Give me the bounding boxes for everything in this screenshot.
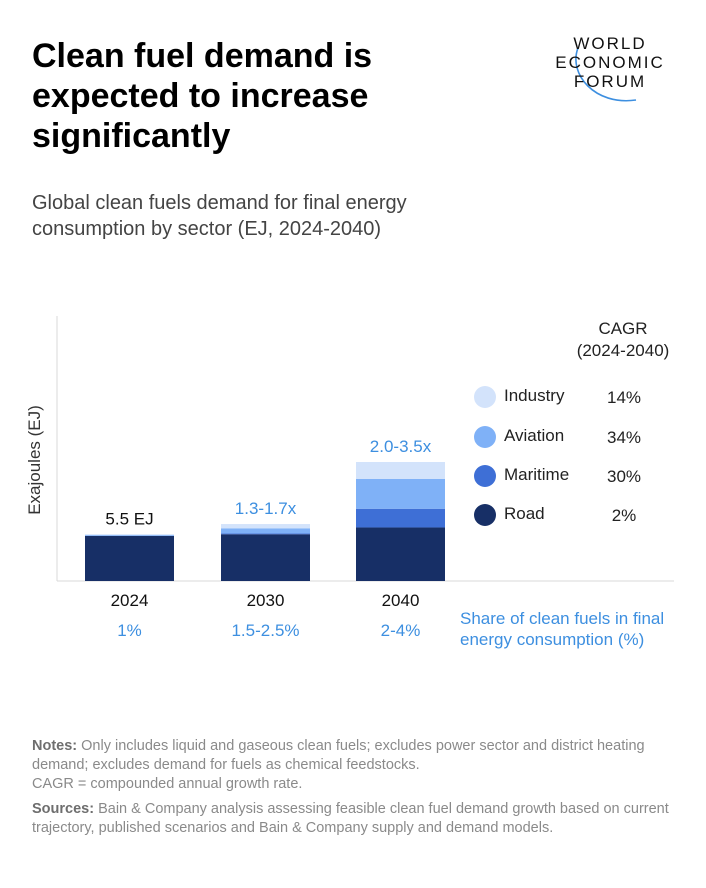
legend-label-industry: Industry <box>504 386 565 405</box>
bar-2030-industry <box>221 524 310 529</box>
legend-cagr-industry: 14% <box>606 388 642 407</box>
legend-item-industry: Industry 14% <box>472 384 672 408</box>
notes-text: Only includes liquid and gaseous clean f… <box>32 738 645 773</box>
cagr-header-line-1: CAGR <box>598 319 648 338</box>
bar-2040-aviation <box>356 479 445 509</box>
legend-swatch-aviation <box>474 426 496 448</box>
cagr-header: CAGR (2024-2040) <box>560 318 686 362</box>
legend-cagr-road: 2% <box>611 506 637 525</box>
cagr-definition: CAGR = compounded annual growth rate. <box>32 776 303 792</box>
legend-swatch-maritime <box>474 465 496 487</box>
bar-2024-industry <box>85 534 174 536</box>
bar-2024-road <box>85 535 174 581</box>
x-tick-label-2024: 2024 <box>111 591 149 610</box>
share-value-2040: 2-4% <box>381 621 421 640</box>
bar-label-2040: 2.0-3.5x <box>370 437 432 456</box>
sources-paragraph: Sources: Bain & Company analysis assessi… <box>32 800 682 838</box>
legend-label-road: Road <box>504 504 545 523</box>
bar-2030-maritime <box>221 533 310 535</box>
sources-label: Sources: <box>32 801 95 817</box>
share-label: Share of clean fuels in final energy con… <box>460 609 665 649</box>
bar-label-2024: 5.5 EJ <box>105 509 153 528</box>
legend-label-aviation: Aviation <box>504 426 565 445</box>
cagr-header-line-2: (2024-2040) <box>576 341 670 360</box>
logo-line-1: WORLD <box>573 34 647 53</box>
legend-swatch-industry <box>474 386 496 408</box>
logo-line-2: ECONOMIC <box>555 53 665 72</box>
y-axis-label: Exajoules (EJ) <box>25 405 44 515</box>
legend-label-maritime: Maritime <box>504 465 570 484</box>
share-value-2024: 1% <box>117 621 142 640</box>
legend-cagr-aviation: 34% <box>606 428 642 447</box>
legend-item-aviation: Aviation 34% <box>472 424 672 448</box>
share-value-2030: 1.5-2.5% <box>231 621 299 640</box>
bar-2040-industry <box>356 462 445 479</box>
notes-label: Notes: <box>32 738 78 754</box>
bar-label-2030: 1.3-1.7x <box>235 499 297 518</box>
legend-swatch-road <box>474 504 496 526</box>
bar-2030-road <box>221 534 310 581</box>
stacked-bar-chart: Exajoules (EJ) 5.5 EJ 2024 1% 1.3-1.7x 2030 1.… <box>25 316 674 640</box>
bar-2040-road <box>356 527 445 581</box>
legend-cagr-maritime: 30% <box>606 467 642 486</box>
logo-arc-icon <box>575 47 637 102</box>
x-tick-label-2040: 2040 <box>382 591 420 610</box>
bar-2040-maritime <box>356 508 445 528</box>
page-title: Clean fuel demand is expected to increas… <box>32 37 373 155</box>
x-tick-label-2030: 2030 <box>247 591 285 610</box>
bar-2024-aviation <box>85 535 174 536</box>
notes-paragraph: Notes: Only includes liquid and gaseous … <box>32 737 682 794</box>
bar-2030-aviation <box>221 528 310 534</box>
chart-subtitle: Global clean fuels demand for final ener… <box>32 192 407 240</box>
legend-item-road: Road 2% <box>472 502 672 526</box>
sources-text: Bain & Company analysis assessing feasib… <box>32 801 669 836</box>
wef-logo: WORLD ECONOMIC FORUM <box>540 34 680 114</box>
legend-item-maritime: Maritime 30% <box>472 463 672 487</box>
notes-section: Notes: Only includes liquid and gaseous … <box>32 737 682 844</box>
logo-line-3: FORUM <box>573 72 647 91</box>
